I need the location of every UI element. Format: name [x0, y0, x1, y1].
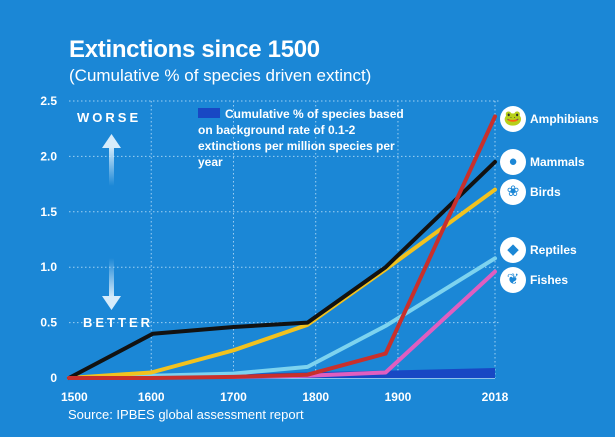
worse-arrow-shaft — [109, 146, 114, 186]
series-line-birds — [67, 187, 497, 380]
x-tick-label: 1900 — [385, 390, 412, 404]
series-line-amphibians — [67, 114, 497, 380]
x-tick-label: 1800 — [302, 390, 329, 404]
x-tick-label: 1700 — [220, 390, 247, 404]
x-tick-label: 2018 — [482, 390, 509, 404]
source-note: Source: IPBES global assessment report — [68, 407, 304, 422]
y-tick-label: 0 — [50, 371, 57, 385]
legend: Cumulative % of species based on backgro… — [198, 106, 418, 170]
y-tick-label: 1.0 — [40, 260, 57, 274]
y-tick-label: 0.5 — [40, 316, 57, 330]
direction-arrows — [102, 134, 121, 310]
legend-swatch — [198, 108, 220, 118]
better-arrowhead — [102, 296, 121, 310]
frog-icon: 🐸 — [500, 106, 526, 132]
reptile-icon: ◆ — [500, 237, 526, 263]
legend-label: Cumulative % of species based on backgro… — [198, 107, 404, 169]
series-label-birds: Birds — [530, 185, 561, 199]
y-tick-label: 2.5 — [40, 94, 57, 108]
y-tick-label: 1.5 — [40, 205, 57, 219]
bird-icon: ❀ — [500, 179, 526, 205]
better-label: BETTER — [83, 315, 153, 330]
x-tick-label: 1500 — [61, 390, 88, 404]
x-tick-label: 1600 — [138, 390, 165, 404]
y-tick-label: 2.0 — [40, 149, 57, 163]
series-label-mammals: Mammals — [530, 155, 585, 169]
fish-icon: ❦ — [500, 267, 526, 293]
series-line-mammals — [67, 159, 497, 380]
series-label-fishes: Fishes — [530, 273, 569, 287]
chart-subtitle: (Cumulative % of species driven extinct) — [69, 66, 372, 85]
series-label-reptiles: Reptiles — [530, 243, 577, 257]
worse-label: WORSE — [77, 110, 142, 125]
better-arrow-shaft — [109, 258, 114, 298]
worse-arrowhead — [102, 134, 121, 148]
tick-labels: 0 0.5 1.0 1.5 2.0 2.5 1500 1600 1700 1800 1900 2018 — [40, 94, 508, 404]
mammal-icon: ● — [500, 149, 526, 175]
series-layer — [67, 114, 497, 380]
series-label-amphibians: Amphibians — [530, 112, 599, 126]
chart-title: Extinctions since 1500 — [69, 36, 320, 63]
